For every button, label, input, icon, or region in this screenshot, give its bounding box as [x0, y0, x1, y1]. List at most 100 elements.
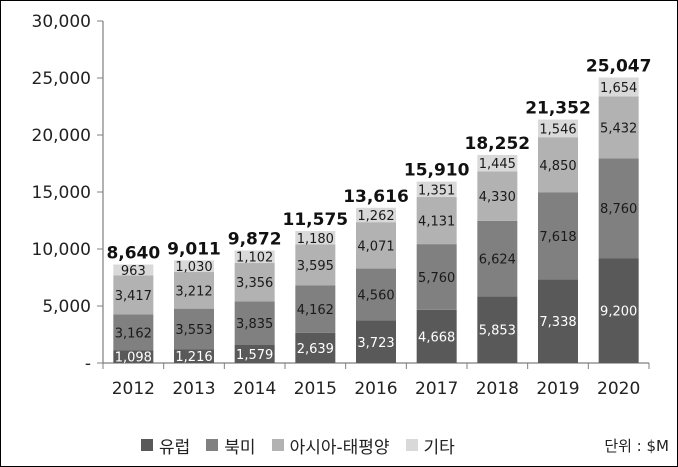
bar-value-label: 3,553 — [175, 323, 212, 338]
legend-label: 아시아-태평양 — [289, 437, 390, 458]
legend-swatch — [405, 439, 418, 451]
bar-total-label: 9,872 — [228, 229, 282, 249]
bar-segment — [416, 309, 457, 363]
bar-total-label: 11,575 — [283, 210, 349, 230]
x-tick-label: 2016 — [354, 379, 397, 399]
bar-value-label: 1,351 — [418, 183, 455, 198]
bar-value-label: 8,760 — [600, 202, 637, 217]
bar-value-label: 4,131 — [418, 215, 455, 230]
bar-segment — [416, 181, 457, 198]
y-tick-label: 25,000 — [32, 69, 91, 89]
bar-segment — [477, 220, 518, 297]
bar-segment — [174, 260, 214, 273]
bar-value-label: 7,618 — [539, 230, 576, 245]
bar-total-label: 18,252 — [465, 134, 531, 154]
bar-value-label: 4,071 — [357, 239, 394, 254]
x-tick-label: 2018 — [476, 379, 519, 399]
bar-segment — [234, 344, 275, 363]
bar-segment — [538, 279, 578, 363]
bar-value-label: 4,560 — [357, 289, 394, 304]
legend-swatch — [206, 439, 219, 451]
bar-total-label: 15,910 — [404, 161, 470, 181]
x-tick-label: 2020 — [597, 379, 640, 399]
bar-segment — [477, 154, 518, 172]
bar-value-label: 4,162 — [297, 303, 334, 318]
bar-segment — [598, 77, 639, 97]
bar-total-label: 8,640 — [106, 244, 160, 264]
bar-value-label: 5,432 — [600, 121, 637, 136]
bar-segment — [598, 258, 639, 363]
legend-label: 북미 — [224, 437, 256, 458]
bar-segment — [234, 301, 275, 345]
bar-value-label: 4,668 — [418, 330, 455, 345]
bar-value-label: 5,760 — [418, 271, 455, 286]
bar-segment — [477, 296, 518, 363]
bar-total-label: 25,047 — [586, 56, 652, 76]
bar-value-label: 3,723 — [357, 336, 394, 351]
y-tick-label: 15,000 — [32, 183, 91, 203]
bar-segment — [598, 96, 639, 159]
bar-segment — [234, 263, 275, 302]
bar-segment — [416, 244, 457, 310]
legend-item: 기타 — [405, 433, 455, 458]
legend-label: 유럽 — [159, 437, 191, 458]
y-tick-label: 20,000 — [32, 126, 91, 146]
bar-segment — [174, 349, 214, 363]
x-tick-label: 2012 — [112, 379, 155, 399]
bar-value-label: 3,835 — [236, 317, 273, 332]
x-tick-label: 2014 — [233, 379, 276, 399]
y-tick-label: 30,000 — [32, 12, 91, 32]
bar-segment — [356, 222, 396, 269]
bar-value-label: 1,654 — [600, 81, 637, 96]
bar-value-label: 9,200 — [600, 305, 637, 320]
bar-value-label: 3,595 — [297, 259, 334, 274]
bar-value-label: 2,639 — [297, 342, 334, 357]
bar-segment — [295, 332, 336, 363]
bar-segment — [356, 320, 396, 363]
unit-label: 단위 : $M — [604, 437, 669, 455]
bar-segment — [356, 207, 396, 223]
legend-swatch — [271, 439, 284, 451]
bar-value-label: 3,417 — [115, 289, 152, 304]
bar-segment — [356, 268, 396, 321]
bar-segment — [295, 285, 336, 333]
bar-value-label: 1,098 — [115, 351, 152, 366]
bar-total-label: 9,011 — [167, 239, 221, 259]
bar-segment — [113, 350, 154, 363]
bar-value-label: 1,579 — [236, 348, 273, 363]
bar-segment — [477, 171, 518, 221]
bar-value-label: 4,850 — [539, 159, 576, 174]
x-tick-label: 2013 — [172, 379, 215, 399]
bar-value-label: 3,212 — [175, 284, 212, 299]
legend-item: 유럽 — [141, 433, 190, 458]
bar-segment — [295, 244, 336, 286]
bar-segment — [113, 264, 154, 276]
y-tick-label: - — [85, 354, 91, 374]
bar-segment — [113, 275, 154, 315]
legend-swatch — [141, 439, 153, 451]
bar-segment — [174, 272, 214, 309]
stacked-bar-chart: - 5,000 10,000 15,000 20,000 25,000 30,000 1,09… — [32, 12, 652, 399]
bar-value-label: 5,853 — [479, 324, 516, 339]
bar-segment — [295, 231, 336, 245]
bar-value-label: 1,546 — [539, 122, 576, 137]
bar-segment — [538, 192, 578, 280]
bar-value-label: 1,030 — [175, 260, 212, 275]
bar-value-label: 1,262 — [357, 209, 394, 224]
bar-value-label: 4,330 — [479, 190, 516, 205]
legend-label: 기타 — [423, 437, 455, 458]
bar-value-label: 1,445 — [479, 157, 516, 172]
bar-segment — [538, 137, 578, 193]
y-tick-label: 5,000 — [42, 297, 91, 317]
bar-value-label: 3,162 — [115, 326, 152, 341]
bar-segment — [416, 197, 457, 245]
bar-segment — [234, 250, 275, 264]
bar-segment — [598, 158, 639, 259]
chart-legend: 유럽 북미 아시아-태평양 기타 — [141, 433, 455, 458]
bar-segment — [174, 308, 214, 350]
bar-value-label: 1,180 — [297, 232, 334, 247]
bar-value-label: 7,338 — [539, 315, 576, 330]
x-tick-label: 2019 — [536, 379, 579, 399]
legend-item: 아시아-태평양 — [271, 433, 390, 458]
